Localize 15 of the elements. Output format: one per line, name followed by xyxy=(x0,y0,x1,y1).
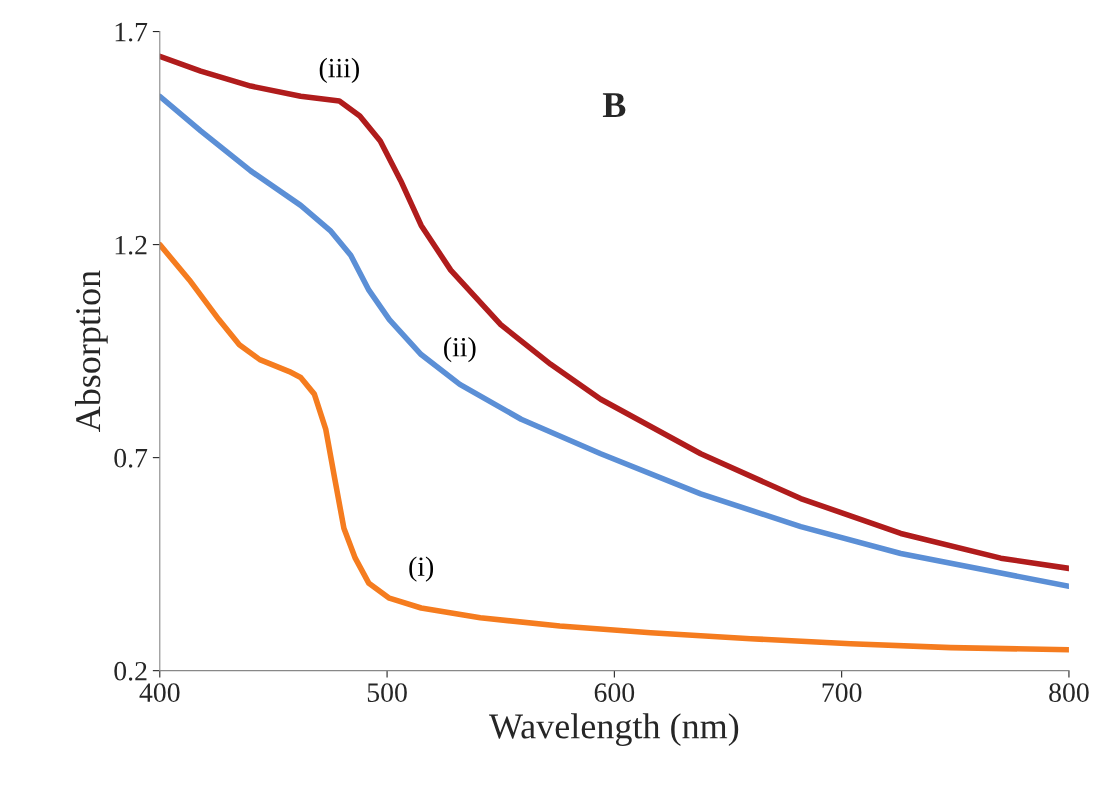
y-tick-label: 0.7 xyxy=(114,448,148,468)
series-label: (iii) xyxy=(319,57,359,84)
y-tick-label: 1.7 xyxy=(115,22,148,42)
x-tick-label: 600 xyxy=(594,683,635,702)
y-tick-label: 0.2 xyxy=(114,661,147,681)
x-axis-title: Wavelength (nm) xyxy=(489,713,739,747)
annotation: B xyxy=(602,93,626,118)
y-axis-title: Absorption xyxy=(74,270,108,432)
y-tick-label: 1.2 xyxy=(115,235,147,255)
x-tick-label: 700 xyxy=(822,683,862,702)
x-tick-label: 800 xyxy=(1049,683,1089,702)
series-label: (ii) xyxy=(444,337,476,363)
series-label: (i) xyxy=(409,556,434,582)
x-tick-label: 400 xyxy=(139,683,180,702)
x-tick-label: 500 xyxy=(367,683,407,702)
